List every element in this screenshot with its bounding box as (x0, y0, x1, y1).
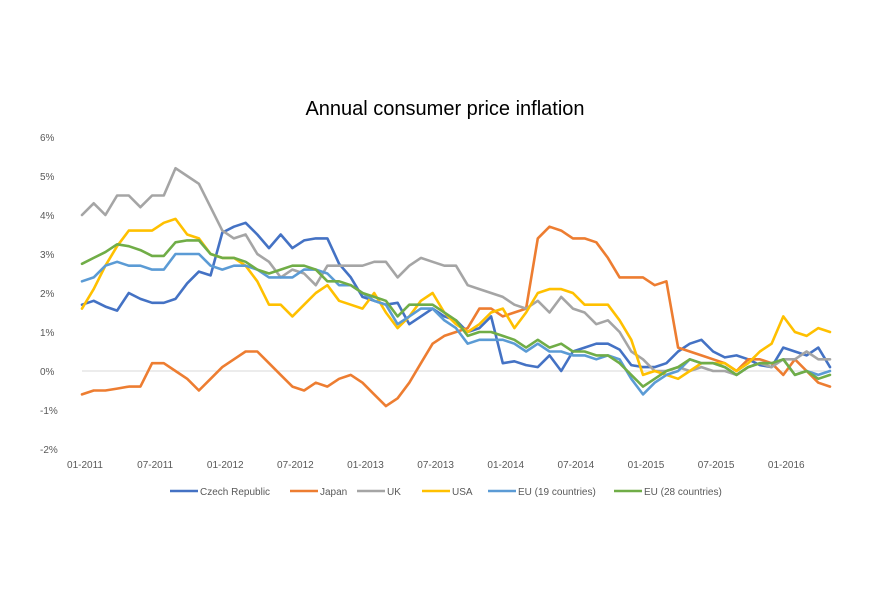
legend-label: Czech Republic (200, 487, 270, 498)
x-tick-label: 01-2015 (628, 460, 665, 471)
y-tick-label: -1% (40, 406, 58, 417)
legend-item: Japan (290, 487, 347, 498)
series-line-uk (80, 166, 832, 377)
legend-item: EU (19 countries) (488, 487, 596, 498)
x-tick-label: 01-2016 (768, 460, 805, 471)
legend-label: EU (28 countries) (644, 487, 722, 498)
x-axis: 01-2011 07-2011 01-2012 07-2012 01-2013 07-20… (67, 460, 805, 471)
x-tick-label: 01-2012 (207, 460, 244, 471)
legend: Czech Republic Japan UK USA EU (19 countries… (170, 487, 722, 498)
legend-item: EU (28 countries) (614, 487, 722, 498)
x-tick-label: 01-2014 (487, 460, 524, 471)
series-line-japan (80, 225, 832, 408)
legend-label: UK (387, 487, 401, 498)
x-tick-label: 01-2013 (347, 460, 384, 471)
y-tick-label: 3% (40, 250, 55, 261)
y-tick-label: 6% (40, 133, 55, 144)
y-tick-label: 5% (40, 172, 55, 183)
x-tick-label: 07-2014 (558, 460, 595, 471)
y-tick-label: -2% (40, 445, 58, 456)
y-tick-label: 1% (40, 328, 55, 339)
x-tick-label: 01-2011 (67, 460, 103, 471)
legend-label: EU (19 countries) (518, 487, 596, 498)
y-tick-label: 0% (40, 367, 55, 378)
legend-label: Japan (320, 487, 347, 498)
legend-label: USA (452, 487, 473, 498)
y-axis: -2% -1% 0% 1% 2% 3% 4% 5% 6% (40, 133, 58, 456)
series-lines (80, 166, 832, 408)
legend-item: USA (422, 487, 473, 498)
legend-item: Czech Republic (170, 487, 270, 498)
chart-title: Annual consumer price inflation (305, 98, 584, 120)
x-tick-label: 07-2015 (698, 460, 735, 471)
y-tick-label: 4% (40, 211, 55, 222)
legend-item: UK (357, 487, 401, 498)
series-line-eu-28-countries (80, 239, 832, 388)
x-tick-label: 07-2012 (277, 460, 314, 471)
y-tick-label: 2% (40, 289, 55, 300)
x-tick-label: 07-2013 (417, 460, 454, 471)
x-tick-label: 07-2011 (137, 460, 173, 471)
